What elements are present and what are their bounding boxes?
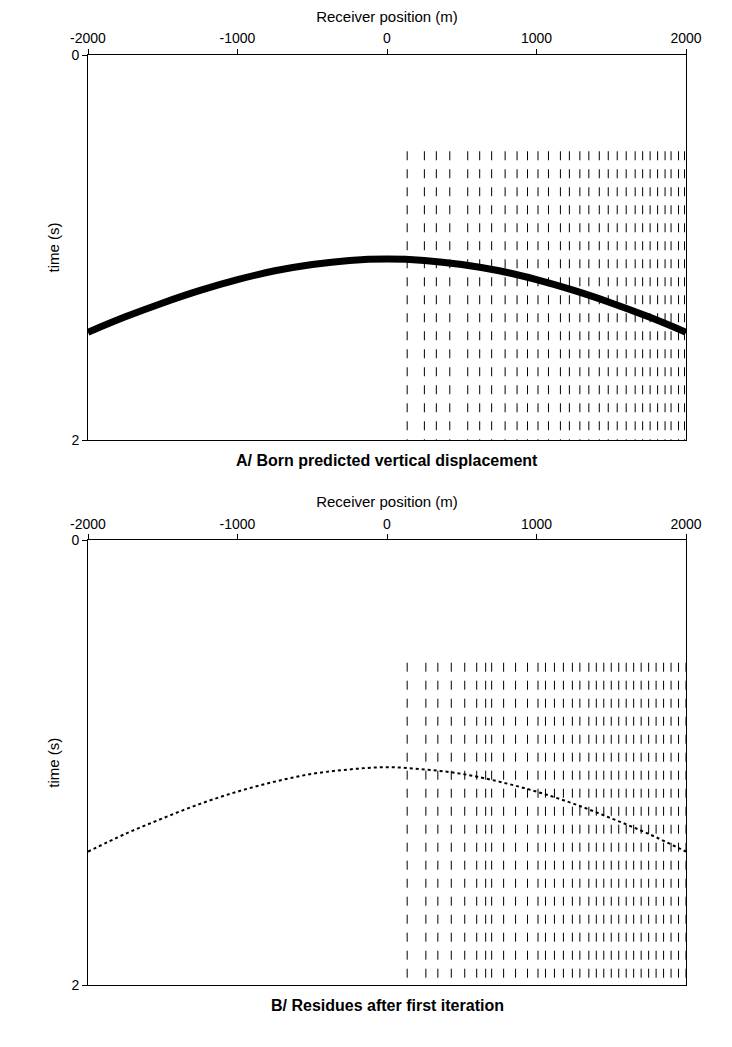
svg-text:time (s): time (s) [45,223,62,273]
svg-text:2: 2 [71,432,79,448]
svg-text:-2000: -2000 [70,30,106,46]
svg-text:2: 2 [71,977,79,993]
svg-text:0: 0 [71,47,79,63]
svg-text:1000: 1000 [521,516,552,532]
svg-text:Receiver position (m): Receiver position (m) [316,8,458,25]
svg-text:B/ Residues after first iterat: B/ Residues after first iteration [271,997,504,1014]
svg-text:-2000: -2000 [70,516,106,532]
svg-text:1000: 1000 [521,30,552,46]
svg-text:0: 0 [383,30,391,46]
svg-text:0: 0 [71,532,79,548]
svg-text:A/ Born predicted vertical dis: A/ Born predicted vertical displacement [236,452,538,469]
svg-text:-1000: -1000 [220,516,256,532]
svg-text:2000: 2000 [670,30,701,46]
svg-text:2000: 2000 [670,516,701,532]
svg-text:Receiver position (m): Receiver position (m) [316,493,458,510]
svg-text:0: 0 [383,516,391,532]
svg-text:-1000: -1000 [220,30,256,46]
svg-text:time (s): time (s) [45,738,62,788]
